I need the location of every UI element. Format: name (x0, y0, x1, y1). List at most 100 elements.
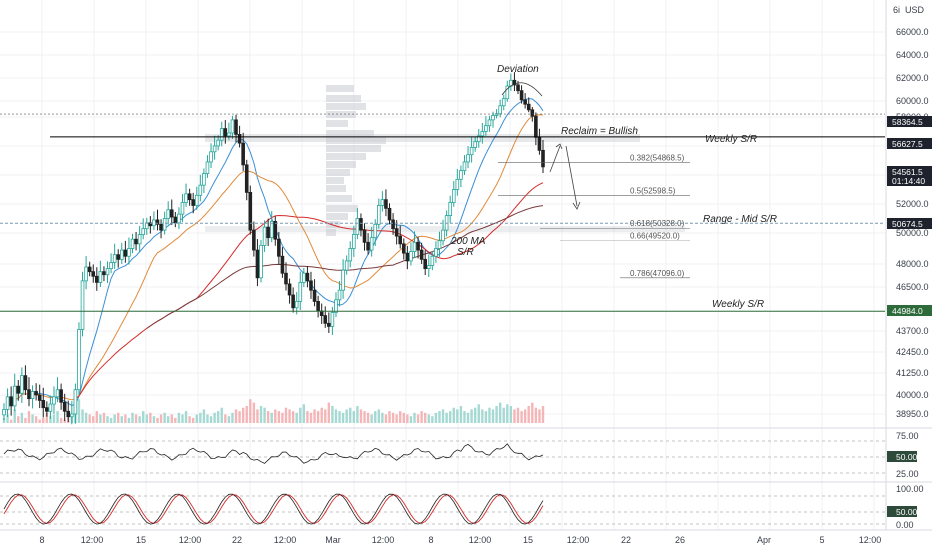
candle-body (405, 252, 410, 262)
volume-bar (334, 409, 338, 423)
candle-body (130, 238, 135, 249)
candle-body (252, 229, 256, 251)
volume-bar (131, 412, 134, 423)
volume-bar (523, 409, 527, 423)
price-axis-tick: 66000.0 (896, 27, 929, 37)
volume-profile-bar (326, 145, 381, 152)
candle-body (191, 199, 195, 206)
candle-body (344, 260, 349, 271)
candle-body (412, 241, 417, 253)
candle-body (173, 216, 178, 224)
candle-body (459, 170, 463, 180)
volume-bar (391, 412, 395, 423)
volume-bar (420, 411, 423, 423)
volume-bar (473, 407, 477, 423)
time-axis-tick: 8 (39, 535, 44, 545)
candle-body (394, 228, 399, 237)
volume-bar (445, 412, 448, 423)
candle-body (448, 202, 452, 217)
volume-bar (199, 412, 202, 423)
volume-bar (63, 419, 66, 423)
candle-body (359, 218, 363, 231)
volume-profile-bar (326, 85, 354, 92)
volume-bar (495, 406, 498, 423)
deviation-arc (501, 82, 543, 97)
candle-body (323, 315, 328, 324)
candle-body (530, 109, 535, 117)
candle-body (48, 403, 53, 412)
arrow-down-head (572, 201, 581, 210)
currency-label: USD (905, 5, 925, 15)
volume-bar (352, 411, 356, 423)
candle-body (9, 396, 13, 407)
volume-bar (381, 412, 384, 423)
volume-bar (145, 414, 148, 423)
volume-bar (45, 412, 49, 423)
candle-body (512, 79, 517, 86)
volume-profile-bar (326, 213, 348, 220)
volume-bar (216, 411, 220, 423)
volume-bar (531, 402, 534, 423)
volume-bar (502, 407, 505, 423)
volume-bar (227, 416, 231, 423)
volume-bar (434, 412, 438, 423)
candle-body (266, 226, 270, 239)
time-axis-tick: Apr (757, 535, 771, 545)
fib-label: 0.786(47096.0) (630, 269, 685, 278)
volume-bar (52, 414, 56, 423)
volume-bar (498, 402, 502, 423)
price-tag-label: 54561.5 (892, 167, 923, 177)
candle-body (62, 401, 67, 412)
volume-bar (534, 407, 538, 423)
volume-bar (431, 416, 434, 423)
candle-body (387, 207, 392, 221)
candle-body (426, 265, 431, 269)
candle-body (380, 199, 385, 206)
volume-bar (359, 409, 363, 423)
volume-bar (306, 411, 309, 423)
candle-body (534, 115, 538, 138)
volume-bar (9, 419, 13, 423)
volume-bar (274, 409, 277, 423)
candle-body (259, 244, 263, 279)
price-tag-bg (887, 138, 932, 149)
volume-bar (34, 416, 38, 423)
candle-body (23, 375, 28, 391)
candle-body (473, 141, 477, 148)
stoch-k-line (3, 493, 544, 525)
candle-body (466, 154, 470, 163)
candle-body (377, 205, 381, 225)
volume-bar (117, 412, 120, 423)
candle-body (327, 322, 331, 327)
volume-bar (452, 407, 455, 423)
arrow-down (565, 145, 578, 207)
candle-body (52, 396, 56, 405)
volume-bar (99, 414, 102, 423)
volume-bar (324, 409, 327, 423)
candle-body (423, 258, 428, 270)
candle-body (230, 119, 235, 134)
time-axis-tick: 12:00 (567, 535, 590, 545)
candle-body (98, 271, 103, 283)
candle-body (45, 407, 49, 412)
volume-profile-bar (326, 177, 344, 184)
candle-body (409, 251, 413, 262)
volume-bar (17, 416, 20, 423)
volume-bar (363, 411, 366, 423)
volume-bar (327, 402, 331, 423)
volume-bar (163, 412, 166, 423)
time-axis-tick: 12:00 (81, 535, 104, 545)
volume-bar (488, 407, 491, 423)
volume-bar (202, 409, 206, 423)
ma200-label: 200 MA (450, 236, 486, 247)
price-tag-label: 01:14:40 (892, 176, 925, 186)
candle-body (12, 385, 17, 407)
candle-body (401, 243, 406, 254)
deviation-label: Deviation (497, 64, 539, 75)
volume-bar (349, 407, 352, 423)
time-axis-tick: 15 (136, 535, 146, 545)
rsi-value-tag-bg (887, 451, 917, 462)
volume-bar (249, 399, 252, 423)
price-axis-tick: 62000.0 (896, 73, 929, 83)
